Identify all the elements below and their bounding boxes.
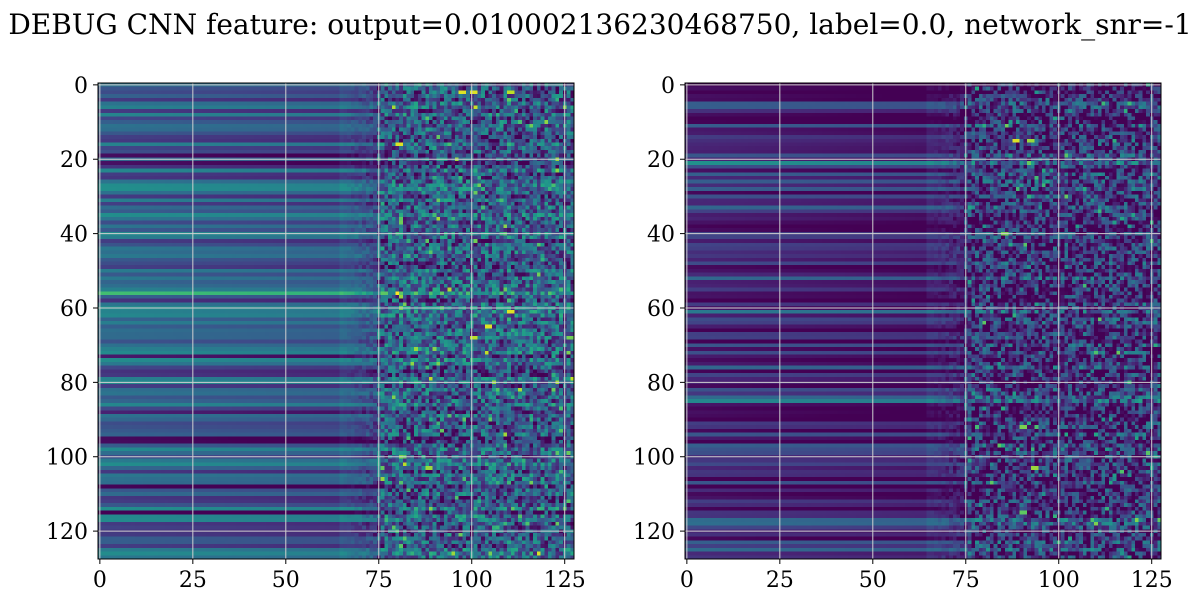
x-tick-label: 100 xyxy=(1038,568,1080,593)
x-tick-label: 0 xyxy=(93,568,107,593)
axes-frame xyxy=(684,82,1162,560)
y-tick-label: 20 xyxy=(647,148,675,173)
x-tick-label: 100 xyxy=(451,568,493,593)
x-tick-label: 0 xyxy=(680,568,694,593)
y-tick-label: 100 xyxy=(633,446,675,471)
y-tick-label: 0 xyxy=(661,74,675,99)
x-tick-label: 50 xyxy=(859,568,887,593)
x-tick-label: 25 xyxy=(766,568,794,593)
y-tick-label: 20 xyxy=(60,148,88,173)
x-tick-label: 75 xyxy=(365,568,393,593)
y-tick-label: 0 xyxy=(74,74,88,99)
y-tick-label: 60 xyxy=(60,297,88,322)
figure-title: DEBUG CNN feature: output=0.010002136230… xyxy=(8,8,1191,41)
heatmap-image xyxy=(98,83,574,559)
y-tick-label: 100 xyxy=(46,446,88,471)
y-tick-label: 40 xyxy=(647,223,675,248)
y-tick-label: 120 xyxy=(633,520,675,545)
x-tick-label: 125 xyxy=(1131,568,1173,593)
heatmap-image xyxy=(685,83,1161,559)
heatmap-panel-2: 0 25 50 75 100 125 0 20 40 60 80 100 120 xyxy=(633,74,1173,593)
heatmap-panel-1: 0 25 50 75 100 125 0 20 40 60 80 100 120 xyxy=(46,74,586,593)
axes-frame xyxy=(97,82,575,560)
x-tick-label: 50 xyxy=(272,568,300,593)
y-tick-label: 80 xyxy=(647,371,675,396)
y-tick-label: 80 xyxy=(60,371,88,396)
y-tick-label: 120 xyxy=(46,520,88,545)
y-tick-label: 40 xyxy=(60,223,88,248)
y-tick-label: 60 xyxy=(647,297,675,322)
x-tick-label: 75 xyxy=(952,568,980,593)
x-tick-label: 125 xyxy=(544,568,586,593)
x-tick-label: 25 xyxy=(179,568,207,593)
